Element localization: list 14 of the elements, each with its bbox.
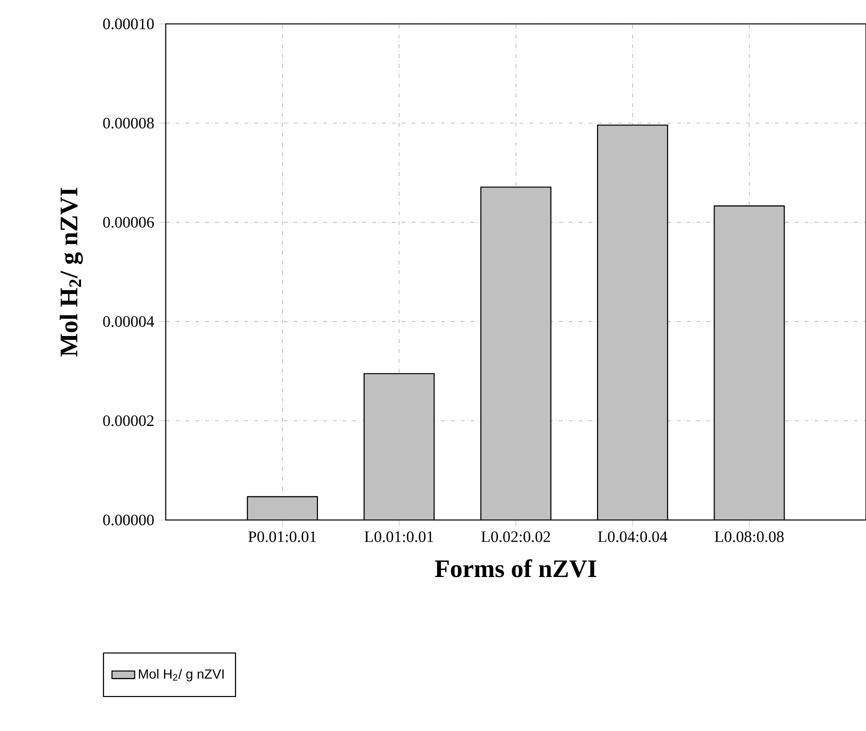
x-tick-label: P0.01:0.01 <box>248 531 316 542</box>
y-axis-title: Mol H$_{2}$/ g nZVI <box>60 188 83 356</box>
y-tick-label: 0.00002 <box>103 415 154 426</box>
y-tick-label: 0.00008 <box>103 118 154 128</box>
y-tick-label: 0.00006 <box>103 216 154 228</box>
y-tick-label: 0.00000 <box>103 514 154 526</box>
y-tick-label: 0.00004 <box>103 316 154 327</box>
x-tick-label: L0.01:0.01 <box>364 531 434 542</box>
legend-label: Mol H$_{2}$/ g nZVI <box>138 668 224 682</box>
x-tick-label: L0.08:0.08 <box>714 531 784 542</box>
x-tick-label: L0.04:0.04 <box>598 531 668 542</box>
x-axis-title: Forms of nZVI <box>434 559 596 578</box>
x-tick-label: L0.02:0.02 <box>481 531 550 542</box>
y-tick-label: 0.00010 <box>103 18 154 30</box>
